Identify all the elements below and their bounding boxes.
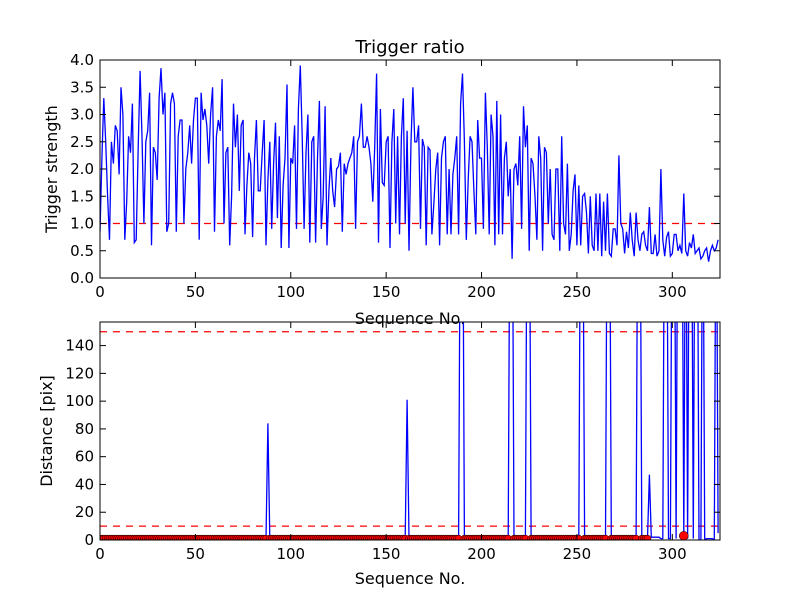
top-xtick-label: 50 xyxy=(186,283,205,301)
top-plot-area xyxy=(100,65,720,262)
matched-point-marker xyxy=(643,534,652,540)
top-chart-ylabel: Trigger strength xyxy=(42,105,61,234)
top-xtick-label: 250 xyxy=(563,283,592,301)
bottom-xtick-label: 250 xyxy=(563,545,592,563)
bottom-xtick-label: 150 xyxy=(372,545,401,563)
top-xtick-label: 200 xyxy=(467,283,496,301)
top-xtick-label: 100 xyxy=(276,283,305,301)
top-xtick-label: 0 xyxy=(95,283,105,301)
bottom-ytick-label: 140 xyxy=(65,337,94,355)
top-ytick-label: 2.0 xyxy=(70,160,94,178)
bottom-ytick-label: 100 xyxy=(65,392,94,410)
bottom-xtick-label: 0 xyxy=(95,545,105,563)
bottom-ytick-label: 0 xyxy=(84,531,94,549)
bottom-ytick-label: 40 xyxy=(75,475,94,493)
bottom-plot-area xyxy=(100,322,720,540)
bottom-xtick-label: 300 xyxy=(658,545,687,563)
matched-point-marker xyxy=(679,531,689,540)
bottom-ytick-label: 60 xyxy=(75,448,94,466)
top-series-line xyxy=(100,65,719,262)
top-chart-title: Trigger ratio xyxy=(354,37,464,58)
bottom-chart-ylabel: Distance [pix] xyxy=(37,375,56,487)
top-ytick-label: 3.5 xyxy=(70,78,94,96)
top-ytick-label: 0.5 xyxy=(70,242,94,260)
top-ytick-label: 1.5 xyxy=(70,187,94,205)
top-ytick-label: 4.0 xyxy=(70,51,94,69)
bottom-axes-frame xyxy=(99,321,721,541)
bottom-ytick-label: 120 xyxy=(65,364,94,382)
bottom-xtick-label: 50 xyxy=(186,545,205,563)
top-chart-xlabel: Sequence No. xyxy=(355,309,466,328)
top-xtick-label: 150 xyxy=(372,283,401,301)
bottom-xtick-label: 200 xyxy=(467,545,496,563)
bottom-chart-axes: 0 50 100 150 200 250 300 0 20 40 60 80 100 120 140 xyxy=(65,321,721,563)
top-ytick-label: 3.0 xyxy=(70,106,94,124)
bottom-ytick-label: 80 xyxy=(75,420,94,438)
bottom-chart-xlabel: Sequence No. xyxy=(355,569,466,588)
top-chart-axes: 0 50 100 150 200 250 300 0.0 0.5 1.0 1.5 2.0 2.5 3.0 3… xyxy=(70,51,721,301)
top-ytick-label: 0.0 xyxy=(70,269,94,287)
top-ytick-label: 2.5 xyxy=(70,133,94,151)
top-xtick-label: 300 xyxy=(658,283,687,301)
top-ytick-label: 1.0 xyxy=(70,215,94,233)
bottom-xtick-label: 100 xyxy=(276,545,305,563)
bottom-ytick-label: 20 xyxy=(75,503,94,521)
